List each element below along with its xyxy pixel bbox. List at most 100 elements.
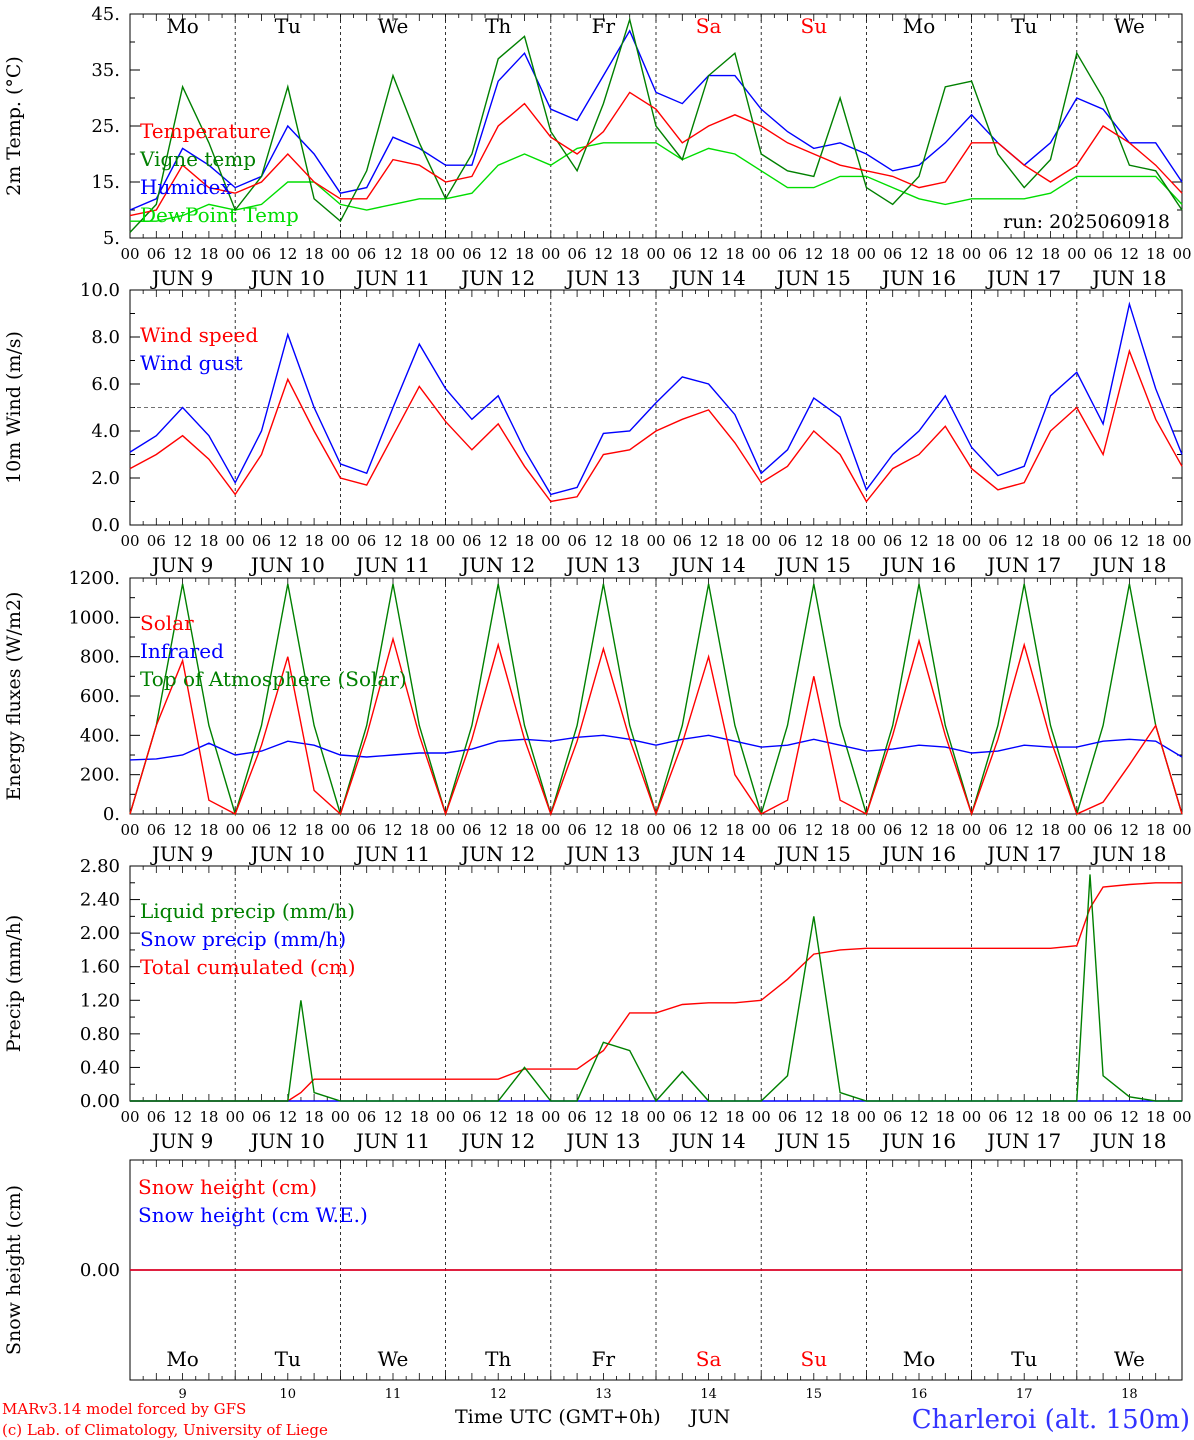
hour-tick-label: 06 (673, 1108, 692, 1126)
day-number-label: 11 (385, 1387, 402, 1402)
date-label: JUN 12 (459, 553, 535, 577)
hour-tick-label: 06 (568, 245, 587, 263)
y-tick-label: 5. (103, 228, 120, 249)
hour-tick-label: 12 (1120, 821, 1139, 839)
day-number-label: 16 (911, 1387, 928, 1402)
hour-tick-label: 00 (1067, 1108, 1086, 1126)
hour-tick-label: 18 (1146, 1108, 1165, 1126)
hour-tick-label: 06 (462, 245, 481, 263)
hour-tick-label: 00 (541, 1108, 560, 1126)
hour-tick-label: 06 (252, 821, 271, 839)
hour-tick-label: 18 (305, 1108, 324, 1126)
hour-tick-label: 00 (1067, 532, 1086, 550)
hour-tick-label: 06 (883, 245, 902, 263)
hour-tick-label: 12 (909, 532, 928, 550)
hour-tick-label: 12 (804, 532, 823, 550)
hour-tick-label: 00 (226, 821, 245, 839)
hour-tick-label: 00 (1067, 821, 1086, 839)
hour-tick-label: 12 (699, 1108, 718, 1126)
hour-tick-label: 06 (462, 821, 481, 839)
date-label: JUN 18 (1090, 1129, 1166, 1153)
hour-tick-label: 00 (1067, 245, 1086, 263)
y-tick-label: 400. (80, 725, 120, 746)
hour-tick-label: 06 (673, 532, 692, 550)
day-number-label: 12 (490, 1387, 507, 1402)
day-label-bottom: Sa (696, 1347, 722, 1371)
y-tick-label: 15. (91, 172, 120, 193)
hour-tick-label: 06 (462, 532, 481, 550)
hour-tick-label: 06 (147, 1108, 166, 1126)
hour-tick-label: 06 (883, 532, 902, 550)
day-number-label: 9 (178, 1387, 186, 1402)
y-tick-label: 6.0 (91, 374, 120, 395)
hour-tick-label: 00 (962, 821, 981, 839)
y-axis-label: Snow height (cm) (3, 1185, 25, 1355)
day-label: We (378, 14, 409, 38)
hour-tick-label: 12 (594, 821, 613, 839)
hour-tick-label: 06 (778, 821, 797, 839)
y-tick-label: 25. (91, 116, 120, 137)
y-tick-label: 200. (80, 765, 120, 786)
date-label: JUN 13 (564, 1129, 640, 1153)
hour-tick-label: 12 (383, 821, 402, 839)
hour-tick-label: 00 (436, 821, 455, 839)
legend-entry: Infrared (140, 639, 224, 663)
hour-tick-label: 18 (620, 532, 639, 550)
hour-tick-label: 18 (199, 532, 218, 550)
hour-tick-label: 06 (252, 1108, 271, 1126)
day-label-bottom: Fr (592, 1347, 616, 1371)
hour-tick-label: 00 (541, 821, 560, 839)
hour-tick-label: 00 (226, 245, 245, 263)
day-label-bottom: Th (485, 1347, 511, 1371)
hour-tick-label: 18 (515, 821, 534, 839)
legend-entry: Snow precip (mm/h) (140, 927, 346, 951)
hour-tick-label: 00 (331, 532, 350, 550)
date-label: JUN 12 (459, 842, 535, 866)
date-label: JUN 13 (564, 553, 640, 577)
y-tick-label: 0.40 (80, 1057, 120, 1078)
hour-tick-label: 18 (936, 1108, 955, 1126)
legend-entry: Humidex (140, 175, 232, 199)
model-credit: MARv3.14 model forced by GFS (2, 1400, 246, 1418)
hour-tick-label: 06 (1094, 245, 1113, 263)
y-tick-label: 2.80 (80, 856, 120, 877)
date-label: JUN 16 (880, 266, 956, 290)
hour-tick-label: 06 (147, 532, 166, 550)
hour-tick-label: 12 (699, 532, 718, 550)
y-tick-label: 0. (103, 804, 120, 825)
day-number-label: 17 (1016, 1387, 1033, 1402)
hour-tick-label: 00 (646, 245, 665, 263)
hour-tick-label: 18 (1041, 245, 1060, 263)
hour-tick-label: 18 (1146, 532, 1165, 550)
legend-entry: Temperature (140, 119, 271, 143)
hour-tick-label: 00 (752, 245, 771, 263)
hour-tick-label: 18 (831, 821, 850, 839)
hour-tick-label: 00 (436, 1108, 455, 1126)
hour-tick-label: 12 (1120, 532, 1139, 550)
date-label: JUN 9 (150, 266, 213, 290)
hour-tick-label: 00 (331, 1108, 350, 1126)
date-label: JUN 16 (880, 1129, 956, 1153)
day-label-bottom: Mo (903, 1347, 936, 1371)
y-tick-label: 35. (91, 60, 120, 81)
day-label: Th (485, 14, 511, 38)
hour-tick-label: 00 (1172, 245, 1191, 263)
y-tick-label: 8.0 (91, 327, 120, 348)
hour-tick-label: 06 (147, 821, 166, 839)
y-axis-label: 10m Wind (m/s) (3, 331, 25, 484)
day-number-label: 13 (595, 1387, 612, 1402)
day-label: We (1114, 14, 1145, 38)
date-label: JUN 13 (564, 842, 640, 866)
date-label: JUN 12 (459, 266, 535, 290)
hour-tick-label: 12 (909, 1108, 928, 1126)
hour-tick-label: 06 (252, 245, 271, 263)
y-tick-label: 0.00 (80, 1091, 120, 1112)
date-label: JUN 10 (249, 553, 325, 577)
hour-tick-label: 18 (725, 1108, 744, 1126)
hour-tick-label: 12 (489, 1108, 508, 1126)
time-axis-label: Time UTC (GMT+0h) (455, 1406, 661, 1428)
day-label: Mo (903, 14, 936, 38)
hour-tick-label: 00 (752, 1108, 771, 1126)
hour-tick-label: 00 (331, 821, 350, 839)
hour-tick-label: 18 (725, 532, 744, 550)
